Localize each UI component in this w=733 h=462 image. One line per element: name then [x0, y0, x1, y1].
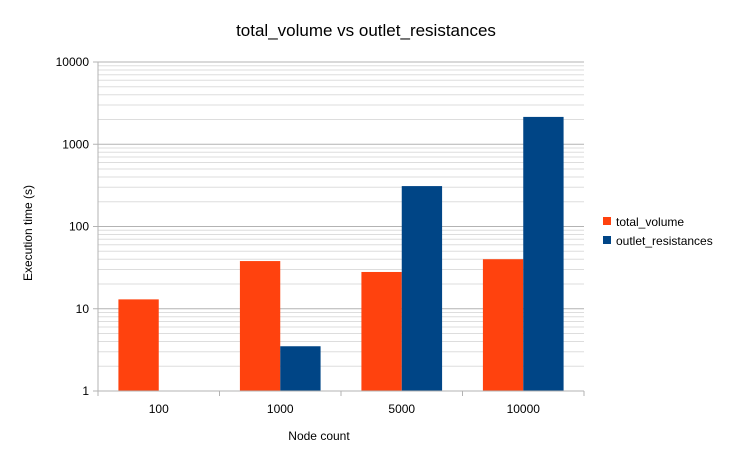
y-tick-label: 10	[76, 302, 90, 316]
bar-total-volume-10000	[482, 259, 524, 391]
y-tick-label: 100	[69, 220, 89, 234]
legend: total_volume outlet_resistances	[603, 215, 713, 248]
x-axis-title: Node count	[288, 429, 350, 443]
y-tick-label: 10000	[56, 55, 90, 69]
legend-label-total-volume: total_volume	[616, 215, 684, 229]
x-tick-label: 10000	[507, 402, 541, 416]
bar-outlet-resistances-1000	[280, 346, 321, 391]
y-tick-label: 1	[82, 384, 89, 398]
bar-outlet-resistances-10000	[523, 116, 564, 392]
x-tick-label: 5000	[388, 402, 415, 416]
bar-total-volume-100	[118, 299, 159, 391]
y-axis-title: Execution time (s)	[21, 185, 35, 281]
chart-title: total_volume vs outlet_resistances	[236, 21, 496, 40]
legend-label-outlet-resistances: outlet_resistances	[616, 234, 713, 248]
x-tick-label: 1000	[267, 402, 294, 416]
x-tick-label: 100	[149, 402, 169, 416]
legend-swatch-outlet-resistances	[603, 236, 611, 244]
gridlines	[98, 61, 584, 392]
y-tick-labels: 1 10 100 1000 10000	[56, 55, 90, 398]
bar-total-volume-5000	[361, 271, 402, 391]
x-tick-labels: 100 1000 5000 10000	[149, 402, 541, 416]
y-tick-label: 1000	[62, 137, 89, 151]
axes	[93, 61, 585, 396]
bar-outlet-resistances-5000	[401, 186, 443, 391]
legend-swatch-total-volume	[603, 217, 611, 225]
bar-total-volume-1000	[239, 261, 281, 391]
bars	[118, 116, 564, 392]
